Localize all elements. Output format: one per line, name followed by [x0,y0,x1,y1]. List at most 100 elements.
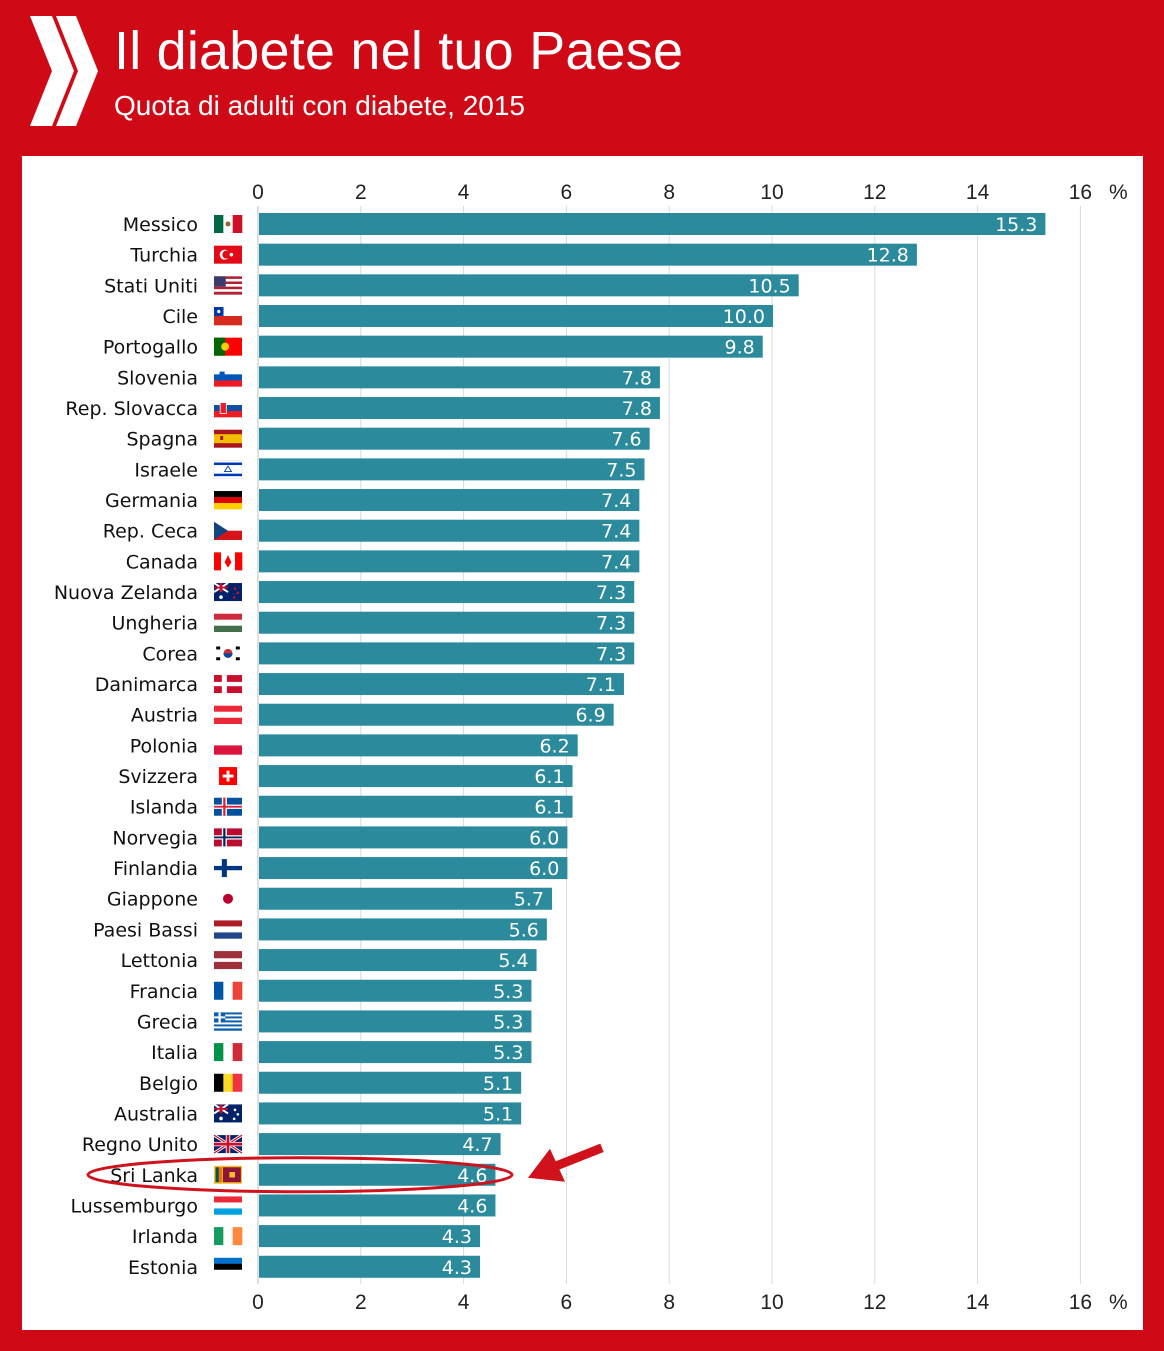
bottom-tick-label: 4 [458,1291,470,1314]
value-label: 5.4 [498,950,528,972]
value-label: 6.1 [534,797,564,819]
bar [259,673,624,696]
bar-chart: 0 2 4 6 8 10 12 14 16 % 0 2 4 6 8 10 12 14 16 % 15.3 Messico 1… [54,181,1128,1314]
flag-netherlands-icon [214,920,242,939]
value-label: 7.8 [622,367,652,389]
value-label: 4.6 [457,1165,487,1187]
flag-poland-icon [214,736,242,755]
bar [259,1071,522,1094]
flag-france-icon [214,981,243,1000]
value-label: 6.0 [529,858,559,880]
bar [259,1041,532,1064]
top-tick-label: 12 [863,181,886,204]
flag-canada-icon [214,552,243,571]
top-tick-label: 6 [561,181,573,204]
flag-uk-icon [213,1133,243,1155]
bar [259,887,552,910]
value-label: 7.3 [596,613,626,635]
category-label: Paesi Bassi [93,919,198,941]
value-label: 7.5 [606,459,636,481]
bar [259,795,573,818]
red-arrow-icon [528,1143,604,1182]
page-subtitle: Quota di adulti con diabete, 2015 [114,90,525,121]
value-label: 6.0 [529,827,559,849]
bottom-tick-label: 16 [1069,1291,1092,1314]
value-label: 7.3 [596,582,626,604]
flag-norway-icon [214,828,242,847]
category-label: Finlandia [113,858,198,880]
bar [259,1102,522,1125]
bottom-tick-label: 12 [863,1291,886,1314]
category-label: Francia [130,981,198,1003]
top-tick-label: 2 [355,181,367,204]
category-label: Canada [126,551,198,573]
category-label: Turchia [129,245,198,267]
category-label: Polonia [130,735,198,757]
flag-hungary-icon [214,613,242,633]
bar [259,765,573,788]
header: Il diabete nel tuo Paese Quota di adulti… [0,0,1164,150]
flag-israel-icon [213,460,243,479]
value-label: 7.1 [586,674,616,696]
value-label: 6.1 [534,766,564,788]
flag-mexico-icon [214,215,243,233]
flag-latvia-icon [214,951,242,970]
bottom-tick-label: 0 [252,1291,264,1314]
bar [259,918,547,941]
value-label: 7.4 [601,521,631,543]
category-label: Israele [134,459,198,481]
value-label: 5.3 [493,1042,523,1064]
category-label: Danimarca [95,674,198,696]
category-label: Corea [142,643,198,665]
bar [259,1194,496,1217]
flag-sri-lanka-icon [214,1165,242,1184]
value-label: 7.8 [622,398,652,420]
bar [259,1163,496,1186]
category-label: Giappone [107,889,198,911]
bar [259,366,660,389]
top-unit-label: % [1109,181,1128,204]
bar [259,427,650,450]
value-label: 7.4 [601,490,631,512]
highlight-ellipse [86,1156,514,1194]
flag-switzerland-icon [219,767,238,786]
flag-usa-icon [214,276,242,295]
bar [259,519,640,542]
flag-korea-icon [214,644,242,663]
flag-ireland-icon [214,1227,243,1246]
bar [259,734,578,757]
flag-slovakia-icon [214,399,242,418]
bar [259,274,799,297]
flag-luxembourg-icon [214,1196,242,1215]
bottom-tick-label: 6 [561,1291,573,1314]
category-label: Svizzera [118,766,198,788]
category-label: Spagna [126,429,198,451]
flag-slovenia-icon [214,368,242,387]
top-tick-label: 4 [458,181,470,204]
flag-chile-icon [214,307,242,326]
flag-japan-icon [214,889,242,908]
value-label: 15.3 [995,214,1037,236]
value-label: 5.1 [483,1073,513,1095]
bar [259,857,568,880]
value-label: 7.4 [601,551,631,573]
value-label: 4.6 [457,1195,487,1217]
bar [259,243,917,266]
category-label: Regno Unito [82,1134,198,1156]
category-label: Stati Uniti [104,275,198,297]
top-tick-label: 8 [663,181,675,204]
flag-portugal-icon [214,337,242,356]
flag-iceland-icon [214,797,242,816]
flag-italy-icon [214,1043,243,1062]
category-label: Sri Lanka [110,1165,198,1187]
flag-turkey-icon [214,245,242,264]
category-label: Germania [105,490,198,512]
bottom-tick-label: 2 [355,1291,367,1314]
bar [259,1255,481,1278]
category-label: Ungheria [112,613,198,635]
flag-estonia-icon [214,1257,242,1277]
category-label: Lettonia [121,950,198,972]
bar [259,489,640,512]
value-label: 6.2 [539,735,569,757]
category-label: Nuova Zelanda [54,582,198,604]
